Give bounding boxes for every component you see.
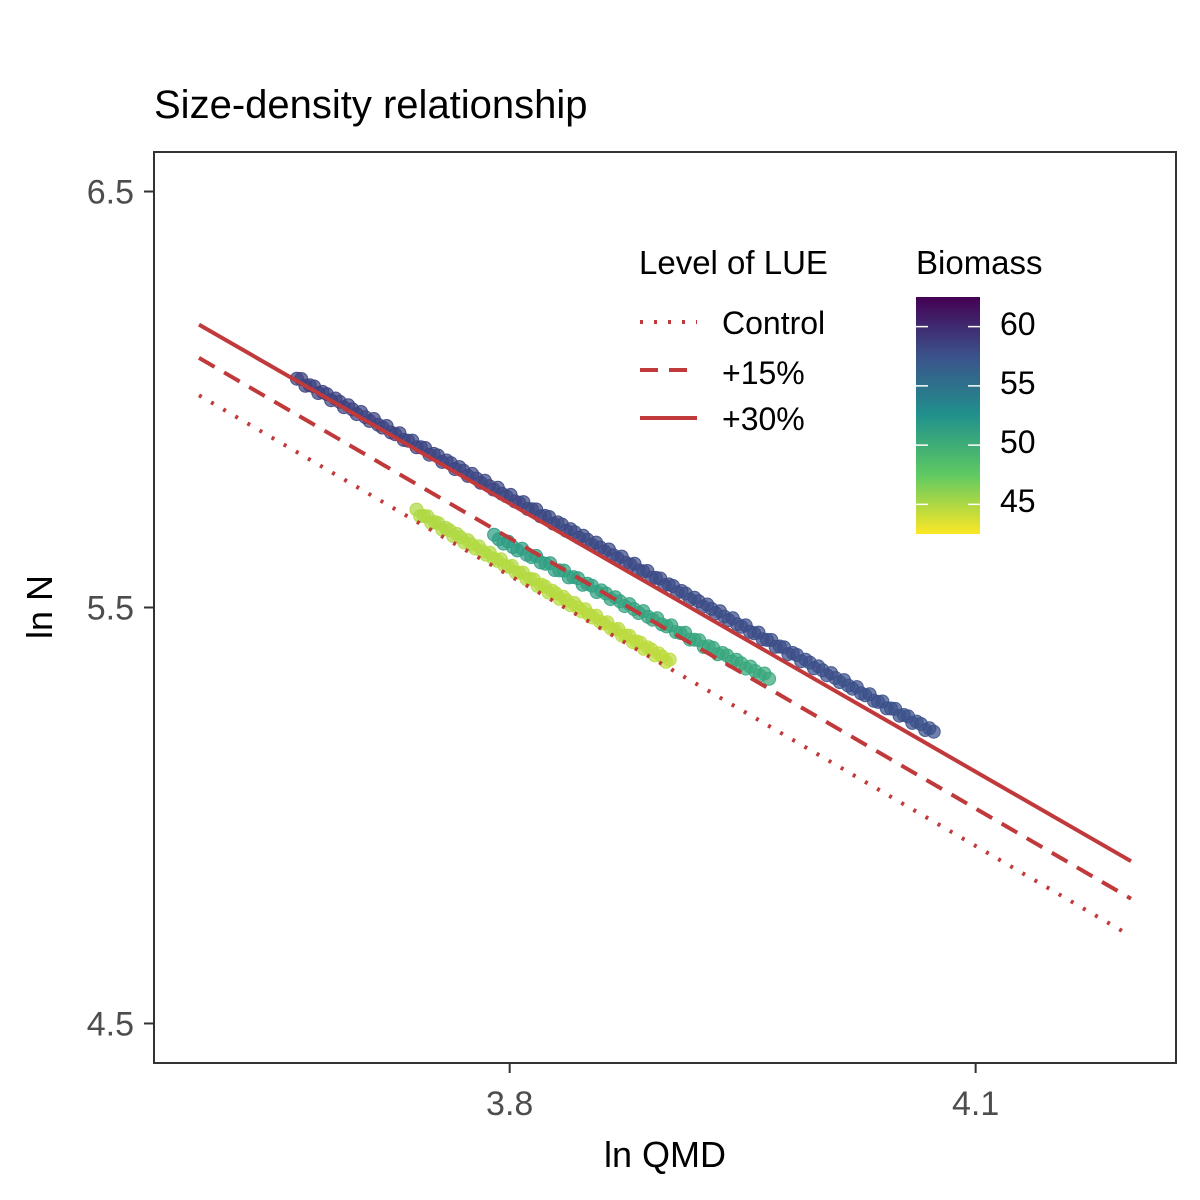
chart-title: Size-density relationship xyxy=(154,83,588,127)
colorbar-label-55: 55 xyxy=(1000,365,1036,401)
colorbar-label-50: 50 xyxy=(1000,424,1036,460)
data-point xyxy=(926,724,941,739)
colorbar xyxy=(916,297,980,534)
line-legend: Level of LUE Control +15% +30% xyxy=(639,244,828,437)
lines-layer xyxy=(197,322,1133,938)
x-tick-label: 4.1 xyxy=(952,1085,999,1123)
y-tick-label: 6.5 xyxy=(87,174,134,212)
color-legend: Biomass 60 55 50 45 xyxy=(916,244,1043,534)
x-axis-title: ln QMD xyxy=(604,1134,726,1175)
color-legend-title: Biomass xyxy=(916,244,1043,281)
x-tick-label: 3.8 xyxy=(486,1085,533,1123)
y-tick-label: 4.5 xyxy=(87,1005,134,1043)
y-axis-title: ln N xyxy=(19,575,60,639)
lue-line-solid xyxy=(198,322,1132,863)
line-legend-title: Level of LUE xyxy=(639,244,828,281)
line-legend-keys xyxy=(640,320,697,420)
data-point xyxy=(662,652,677,667)
colorbar-label-45: 45 xyxy=(1000,483,1036,519)
colorbar-label-60: 60 xyxy=(1000,306,1036,342)
data-point xyxy=(762,671,777,686)
plot-panel xyxy=(153,151,1177,1064)
line-legend-label-15: +15% xyxy=(722,355,805,391)
colorbar-ticks xyxy=(916,325,980,506)
axes-layer: 3.8 4.1 4.5 5.5 6.5 xyxy=(87,174,1000,1123)
lue-line-dotted xyxy=(197,393,1133,938)
line-legend-label-30: +30% xyxy=(722,401,805,437)
line-legend-label-control: Control xyxy=(722,305,825,341)
y-tick-label: 5.5 xyxy=(87,590,134,628)
lue-line-dashed xyxy=(197,356,1133,901)
